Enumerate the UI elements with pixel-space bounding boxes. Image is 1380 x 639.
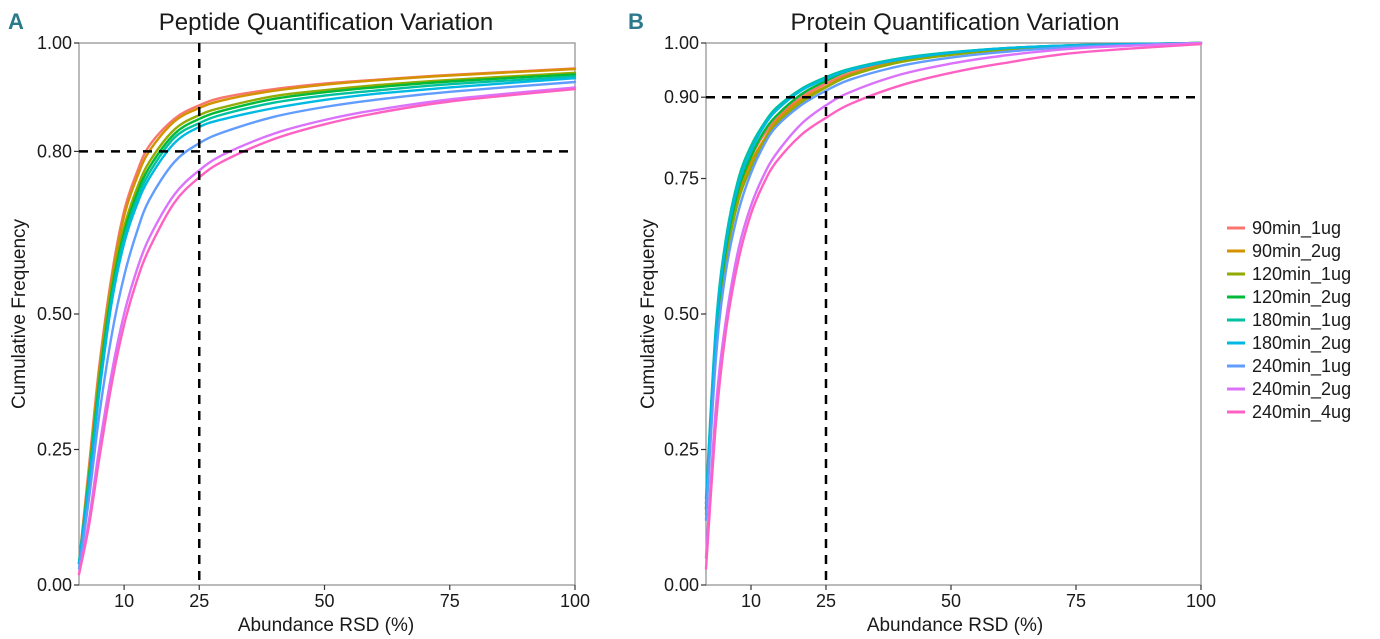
legend-item: 240min_4ug	[1227, 402, 1351, 423]
panel-letter-a: A	[8, 9, 24, 34]
chart-title: Peptide Quantification Variation	[159, 9, 493, 36]
y-tick-label: 0.90	[664, 87, 699, 107]
x-tick-label: 25	[816, 591, 836, 611]
x-tick-label: 50	[314, 591, 334, 611]
series-line-240min_2ug	[704, 41, 1203, 560]
legend-label: 180min_2ug	[1252, 333, 1351, 354]
y-axis-label: Cumulative Frequency	[638, 218, 659, 409]
series-line-120min_2ug	[704, 41, 1203, 511]
y-axis-label: Cumulative Frequency	[9, 218, 30, 409]
legend-label: 120min_2ug	[1252, 287, 1351, 308]
x-tick-label: 25	[189, 591, 209, 611]
plot-area: 10 25 50 75 100 0.00 0.25 0.50 0.75 0.90 1.00	[664, 33, 1216, 611]
x-tick-label: 100	[1186, 591, 1216, 611]
legend-label: 180min_1ug	[1252, 310, 1351, 331]
series-line-240min_1ug	[77, 80, 577, 570]
x-tick-label: 75	[1066, 591, 1086, 611]
series-line-240min_4ug	[77, 87, 577, 576]
legend-label: 90min_1ug	[1252, 218, 1341, 239]
legend-label: 240min_1ug	[1252, 356, 1351, 377]
x-axis-label: Abundance RSD (%)	[238, 615, 414, 636]
series-line-120min_1ug	[704, 41, 1203, 516]
legend-item: 180min_1ug	[1227, 310, 1351, 331]
series-line-240min_4ug	[704, 42, 1203, 570]
legend-item: 120min_1ug	[1227, 264, 1351, 285]
x-tick-label: 50	[941, 591, 961, 611]
legend-label: 120min_1ug	[1252, 264, 1351, 285]
legend-item: 240min_2ug	[1227, 379, 1351, 400]
series-line-180min_2ug	[77, 77, 577, 565]
y-tick-label: 0.25	[664, 440, 699, 460]
x-tick-label: 100	[560, 591, 590, 611]
legend-item: 120min_2ug	[1227, 287, 1351, 308]
y-tick-label: 1.00	[37, 33, 72, 53]
y-tick-label: 1.00	[664, 33, 699, 53]
y-tick-label: 0.50	[664, 304, 699, 324]
series-line-240min_1ug	[704, 41, 1203, 522]
plot-area: 10 25 50 75 100 0.00 0.25 0.50 0.80 1.00	[37, 33, 590, 611]
y-tick-label: 0.80	[37, 141, 72, 161]
series-line-90min_2ug	[77, 67, 577, 565]
panel-letter-b: B	[628, 9, 644, 34]
legend-label: 90min_2ug	[1252, 241, 1341, 262]
x-tick-label: 75	[440, 591, 460, 611]
legend-item: 240min_1ug	[1227, 356, 1351, 377]
legend-item: 90min_2ug	[1227, 241, 1341, 262]
legend-item: 90min_1ug	[1227, 218, 1341, 239]
legend-item: 180min_2ug	[1227, 333, 1351, 354]
legend-label: 240min_4ug	[1252, 402, 1351, 423]
protein-panel: B Protein Quantification Variation Abund…	[628, 9, 1216, 636]
legend: 90min_1ug 90min_2ug 120min_1ug 120min_2u…	[1227, 218, 1351, 423]
legend-label: 240min_2ug	[1252, 379, 1351, 400]
chart-title: Protein Quantification Variation	[790, 9, 1119, 36]
y-tick-label: 0.75	[664, 169, 699, 189]
series-line-120min_2ug	[77, 73, 577, 565]
y-tick-label: 0.50	[37, 304, 72, 324]
series-line-180min_1ug	[77, 75, 577, 565]
series-line-180min_2ug	[704, 41, 1203, 505]
x-axis-label: Abundance RSD (%)	[867, 615, 1043, 636]
y-tick-label: 0.25	[37, 440, 72, 460]
series-line-240min_2ug	[77, 86, 577, 576]
y-tick-label: 0.00	[37, 575, 72, 595]
x-tick-label: 10	[114, 591, 134, 611]
y-tick-label: 0.00	[664, 575, 699, 595]
x-tick-label: 10	[741, 591, 761, 611]
series-line-90min_1ug	[77, 67, 577, 565]
peptide-panel: A Peptide Quantification Variation Abund…	[8, 9, 590, 636]
